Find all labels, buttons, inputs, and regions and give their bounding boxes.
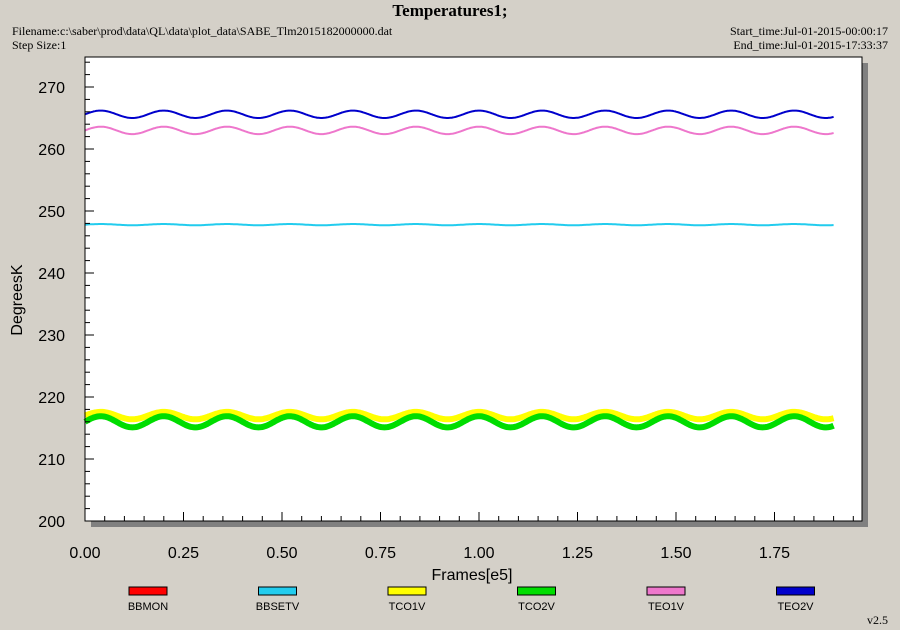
chart-title: Temperatures1; bbox=[392, 1, 508, 20]
y-tick-label: 230 bbox=[38, 328, 65, 345]
y-tick-label: 200 bbox=[38, 514, 65, 531]
y-tick-label: 260 bbox=[38, 142, 65, 159]
legend-swatch-teo1v bbox=[646, 586, 686, 596]
end-time-text: End_time:Jul-01-2015-17:33:37 bbox=[733, 38, 888, 52]
series-line-bbsetv bbox=[85, 223, 834, 227]
legend-label-teo1v: TEO1V bbox=[648, 601, 685, 613]
legend-swatch-teo2v bbox=[776, 586, 815, 596]
legend-label-tco2v: TCO2V bbox=[518, 601, 555, 613]
filename-text: Filename:c:\saber\prod\data\QL\data\plot… bbox=[12, 24, 393, 38]
series-line-tco2v bbox=[83, 413, 835, 431]
legend-label-bbsetv: BBSETV bbox=[256, 601, 300, 613]
step-size-text: Step Size:1 bbox=[12, 38, 67, 52]
legend-swatch-bbmon bbox=[128, 586, 168, 596]
y-tick-label: 270 bbox=[38, 80, 65, 97]
y-tick-label: 240 bbox=[38, 266, 65, 283]
x-tick-label: 0.25 bbox=[168, 545, 199, 562]
legend-swatch-tco2v bbox=[517, 586, 556, 596]
series-line-teo2v bbox=[84, 109, 834, 119]
series-line-tco1v bbox=[83, 408, 835, 423]
version-label: v2.5 bbox=[867, 613, 888, 627]
plot-background bbox=[84, 56, 863, 522]
x-tick-label: 1.50 bbox=[660, 545, 691, 562]
start-time-text: Start_time:Jul-01-2015-00:00:17 bbox=[730, 24, 888, 38]
y-tick-label: 250 bbox=[38, 204, 65, 221]
x-tick-label: 0.00 bbox=[69, 545, 100, 562]
legend-swatch-tco1v bbox=[387, 586, 427, 596]
legend-label-bbmon: BBMON bbox=[128, 601, 168, 613]
x-tick-label: 0.50 bbox=[266, 545, 297, 562]
y-axis-label: DegreesK bbox=[9, 264, 26, 335]
x-axis-label: Frames[e5] bbox=[432, 567, 513, 584]
x-tick-label: 1.25 bbox=[562, 545, 593, 562]
series-line-teo1v bbox=[84, 125, 834, 136]
y-tick-label: 220 bbox=[38, 390, 65, 407]
legend-label-tco1v: TCO1V bbox=[389, 601, 426, 613]
x-tick-label: 1.00 bbox=[463, 545, 494, 562]
y-tick-label: 210 bbox=[38, 452, 65, 469]
x-tick-label: 0.75 bbox=[365, 545, 396, 562]
legend-swatch-bbsetv bbox=[258, 586, 297, 596]
legend-label-teo2v: TEO2V bbox=[777, 601, 814, 613]
x-tick-label: 1.75 bbox=[759, 545, 790, 562]
